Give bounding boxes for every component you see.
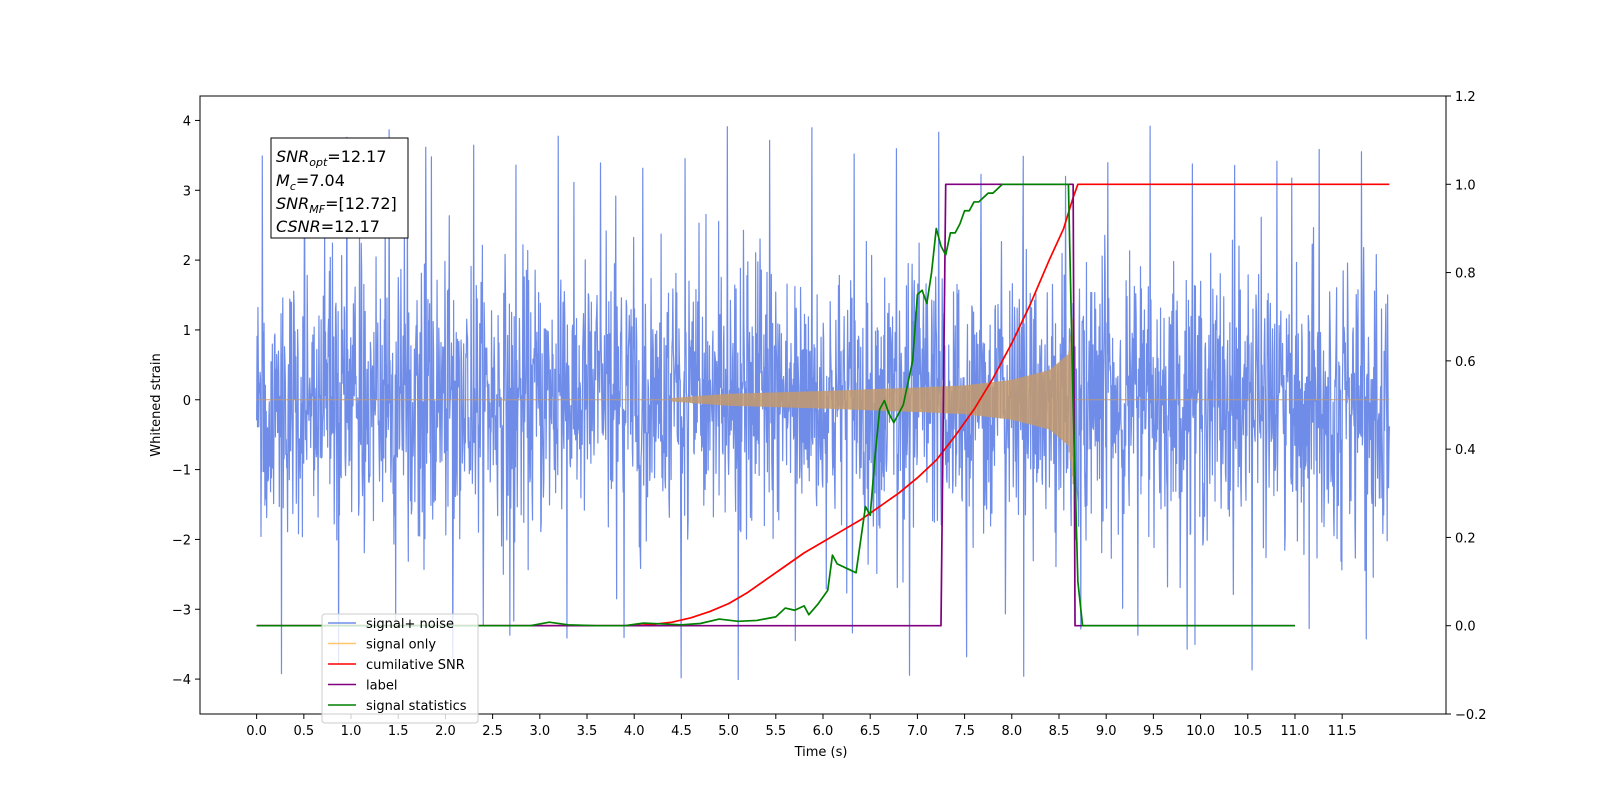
annotation-csnr: CSNR=12.17	[276, 217, 380, 236]
annotation-snr-mf: SNRMF=[12.72]	[276, 194, 397, 216]
x-tick-label: 8.5	[1049, 724, 1070, 739]
legend-frame	[321, 613, 479, 724]
y-tick-label: 2	[183, 254, 191, 269]
legend-label: cumilative SNR	[366, 658, 465, 673]
x-axis-label: Time (s)	[794, 745, 848, 760]
x-tick-label: 7.5	[954, 724, 975, 739]
x-tick-label: 6.5	[860, 724, 881, 739]
y-tick-label: −1	[172, 464, 191, 479]
x-tick-label: 11.0	[1280, 724, 1309, 739]
x-tick-label: 1.0	[341, 724, 362, 739]
y-tick-label: 1	[183, 324, 191, 339]
legend-label: signal statistics	[366, 699, 467, 714]
x-tick-label: 3.0	[529, 724, 550, 739]
annotation-mc: Mc=7.04	[276, 171, 345, 193]
y-tick-label: 0	[183, 394, 191, 409]
legend: signal+ noise signal only cumilative SNR la…	[321, 613, 479, 724]
x-tick-label: 1.5	[388, 724, 409, 739]
y-tick-label: 4	[183, 114, 191, 129]
x-tick-label: 5.5	[765, 724, 786, 739]
x-tick-label: 2.5	[482, 724, 503, 739]
series-layer	[256, 125, 1390, 681]
legend-label: signal+ noise	[366, 617, 454, 632]
annotation-snr-opt: SNRopt=12.17	[276, 147, 387, 169]
y-tick-label: −4	[172, 673, 191, 688]
x-tick-label: 0.0	[246, 724, 267, 739]
x-tick-label: 10.5	[1233, 724, 1262, 739]
y-tick-label: −3	[172, 603, 191, 618]
axes-layer: 0.0 0.5 1.0 1.5 2.0 2.5 3.0 3.5 4.0 4.5 5.0 5.5 6.0 6…	[172, 90, 1487, 739]
y-tick-label: 3	[183, 184, 191, 199]
y2-tick-label: 0.8	[1455, 267, 1476, 282]
legend-label: signal only	[366, 638, 436, 653]
x-tick-label: 7.0	[907, 724, 928, 739]
y2-tick-label: 0.0	[1455, 620, 1476, 635]
series-line-signal-only	[256, 319, 1390, 485]
x-tick-label: 0.5	[293, 724, 314, 739]
y2-tick-label: 0.2	[1455, 531, 1476, 546]
x-tick-label: 8.0	[1001, 724, 1022, 739]
y2-tick-label: 0.4	[1455, 443, 1476, 458]
y-tick-label: −2	[172, 533, 191, 548]
annotation-frame	[270, 137, 409, 239]
x-tick-label: 2.0	[435, 724, 456, 739]
x-tick-label: 3.5	[577, 724, 598, 739]
x-tick-label: 9.0	[1096, 724, 1117, 739]
x-tick-label: 9.5	[1143, 724, 1164, 739]
x-tick-label: 4.5	[671, 724, 692, 739]
y2-tick-label: −0.2	[1455, 708, 1487, 723]
annotation-box: SNRopt=12.17 Mc=7.04 SNRMF=[12.72] CSNR=…	[270, 137, 409, 239]
series-line-signal-statistics	[256, 183, 1295, 627]
y2-tick-label: 1.2	[1455, 90, 1476, 105]
x-tick-label: 10.0	[1186, 724, 1215, 739]
x-tick-label: 11.5	[1328, 724, 1357, 739]
x-tick-label: 4.0	[624, 724, 645, 739]
x-tick-label: 5.0	[718, 724, 739, 739]
y2-tick-label: 1.0	[1455, 178, 1476, 193]
y-axis-label: Whitened strain	[149, 353, 164, 456]
x-tick-label: 6.0	[813, 724, 834, 739]
y2-tick-label: 0.6	[1455, 355, 1476, 370]
legend-label: label	[366, 679, 397, 694]
